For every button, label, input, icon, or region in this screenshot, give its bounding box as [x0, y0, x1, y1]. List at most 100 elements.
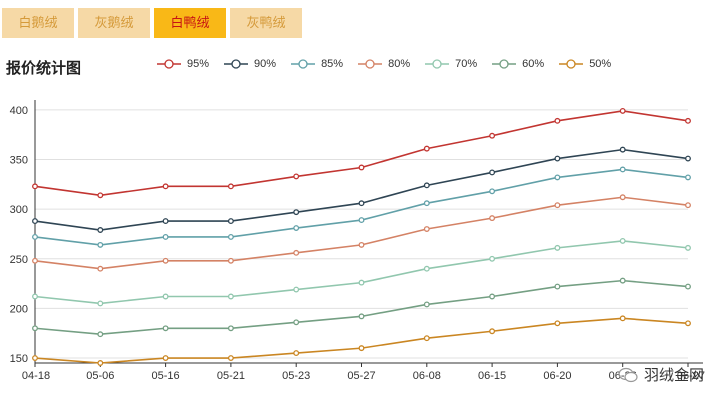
data-point[interactable]	[358, 345, 365, 352]
data-point[interactable]	[97, 241, 104, 248]
data-point[interactable]	[423, 265, 430, 272]
data-point[interactable]	[227, 325, 234, 332]
data-point[interactable]	[619, 107, 626, 114]
data-point[interactable]	[32, 293, 38, 300]
data-point[interactable]	[227, 234, 234, 240]
tab-grey-duck-down[interactable]: 灰鸭绒	[230, 8, 302, 38]
data-point[interactable]	[227, 183, 234, 190]
data-point[interactable]	[227, 257, 234, 264]
x-tick-label: 05-21	[217, 370, 245, 382]
data-point[interactable]	[32, 183, 38, 190]
legend-label: 90%	[254, 58, 277, 70]
data-point[interactable]	[489, 255, 496, 262]
data-point[interactable]	[358, 164, 365, 171]
data-point[interactable]	[619, 194, 626, 201]
data-point[interactable]	[162, 355, 169, 361]
data-point[interactable]	[97, 360, 104, 366]
legend-item-95pct[interactable]: 95%	[157, 58, 209, 70]
data-point[interactable]	[97, 331, 104, 338]
legend-item-50pct[interactable]: 50%	[559, 58, 611, 70]
legend-swatch-icon	[157, 59, 181, 69]
data-point[interactable]	[489, 215, 496, 222]
data-point[interactable]	[619, 166, 626, 173]
data-point[interactable]	[554, 117, 561, 124]
data-point[interactable]	[554, 283, 561, 290]
data-point[interactable]	[619, 277, 626, 284]
data-point[interactable]	[619, 237, 626, 244]
data-point[interactable]	[293, 173, 300, 180]
legend-item-70pct[interactable]: 70%	[425, 58, 477, 70]
legend-item-85pct[interactable]: 85%	[291, 58, 343, 70]
data-point[interactable]	[358, 313, 365, 320]
tab-bar: 白鹅绒 灰鹅绒 白鸭绒 灰鸭绒	[2, 8, 306, 38]
data-point[interactable]	[685, 202, 691, 209]
data-point[interactable]	[293, 225, 300, 231]
data-point[interactable]	[554, 155, 561, 162]
tab-grey-goose-down[interactable]: 灰鹅绒	[78, 8, 150, 38]
data-point[interactable]	[554, 174, 561, 181]
data-point[interactable]	[554, 244, 561, 251]
data-point[interactable]	[32, 325, 38, 332]
data-point[interactable]	[32, 257, 38, 264]
data-point[interactable]	[423, 335, 430, 342]
tab-white-duck-down[interactable]: 白鸭绒	[154, 8, 226, 38]
data-point[interactable]	[358, 241, 365, 248]
data-point[interactable]	[162, 325, 169, 332]
data-point[interactable]	[293, 350, 300, 357]
data-point[interactable]	[489, 188, 496, 195]
data-point[interactable]	[227, 218, 234, 225]
data-point[interactable]	[685, 320, 691, 327]
data-point[interactable]	[97, 300, 104, 307]
data-point[interactable]	[32, 218, 38, 225]
data-point[interactable]	[32, 234, 38, 240]
data-point[interactable]	[227, 293, 234, 300]
data-point[interactable]	[489, 328, 496, 335]
legend-label: 70%	[455, 58, 478, 70]
series-line-95pct	[34, 110, 689, 197]
data-point[interactable]	[97, 192, 104, 199]
legend-item-60pct[interactable]: 60%	[492, 58, 544, 70]
data-point[interactable]	[423, 226, 430, 232]
x-tick-label: 05-16	[152, 370, 180, 382]
legend-swatch-icon	[425, 59, 450, 69]
data-point[interactable]	[685, 174, 691, 181]
data-point[interactable]	[685, 283, 691, 290]
data-point[interactable]	[293, 209, 300, 216]
data-point[interactable]	[489, 169, 496, 176]
data-point[interactable]	[423, 301, 430, 308]
data-point[interactable]	[423, 182, 430, 189]
data-point[interactable]	[619, 315, 626, 322]
data-point[interactable]	[97, 227, 104, 233]
data-point[interactable]	[162, 257, 169, 264]
data-point[interactable]	[489, 293, 496, 300]
data-point[interactable]	[227, 355, 234, 361]
data-point[interactable]	[162, 234, 169, 240]
data-point[interactable]	[423, 145, 430, 152]
data-point[interactable]	[293, 249, 300, 256]
data-point[interactable]	[293, 286, 300, 293]
data-point[interactable]	[619, 146, 626, 153]
data-point[interactable]	[554, 202, 561, 209]
data-point[interactable]	[162, 293, 169, 300]
data-point[interactable]	[293, 319, 300, 326]
data-point[interactable]	[489, 132, 496, 139]
data-point[interactable]	[97, 265, 104, 272]
data-point[interactable]	[685, 244, 691, 251]
data-point[interactable]	[358, 200, 365, 207]
legend-swatch-icon	[224, 59, 249, 69]
legend-swatch-icon	[291, 59, 316, 69]
data-point[interactable]	[32, 355, 38, 361]
data-point[interactable]	[358, 279, 365, 286]
data-point[interactable]	[685, 117, 691, 124]
x-tick-label: 05-06	[86, 370, 114, 382]
tab-white-goose-down[interactable]: 白鹅绒	[2, 8, 74, 38]
data-point[interactable]	[554, 320, 561, 327]
data-point[interactable]	[162, 218, 169, 225]
data-point[interactable]	[162, 183, 169, 190]
data-point[interactable]	[685, 155, 691, 162]
data-point[interactable]	[358, 217, 365, 224]
data-point[interactable]	[423, 200, 430, 207]
legend-item-90pct[interactable]: 90%	[224, 58, 276, 70]
legend-item-80pct[interactable]: 80%	[358, 58, 410, 70]
